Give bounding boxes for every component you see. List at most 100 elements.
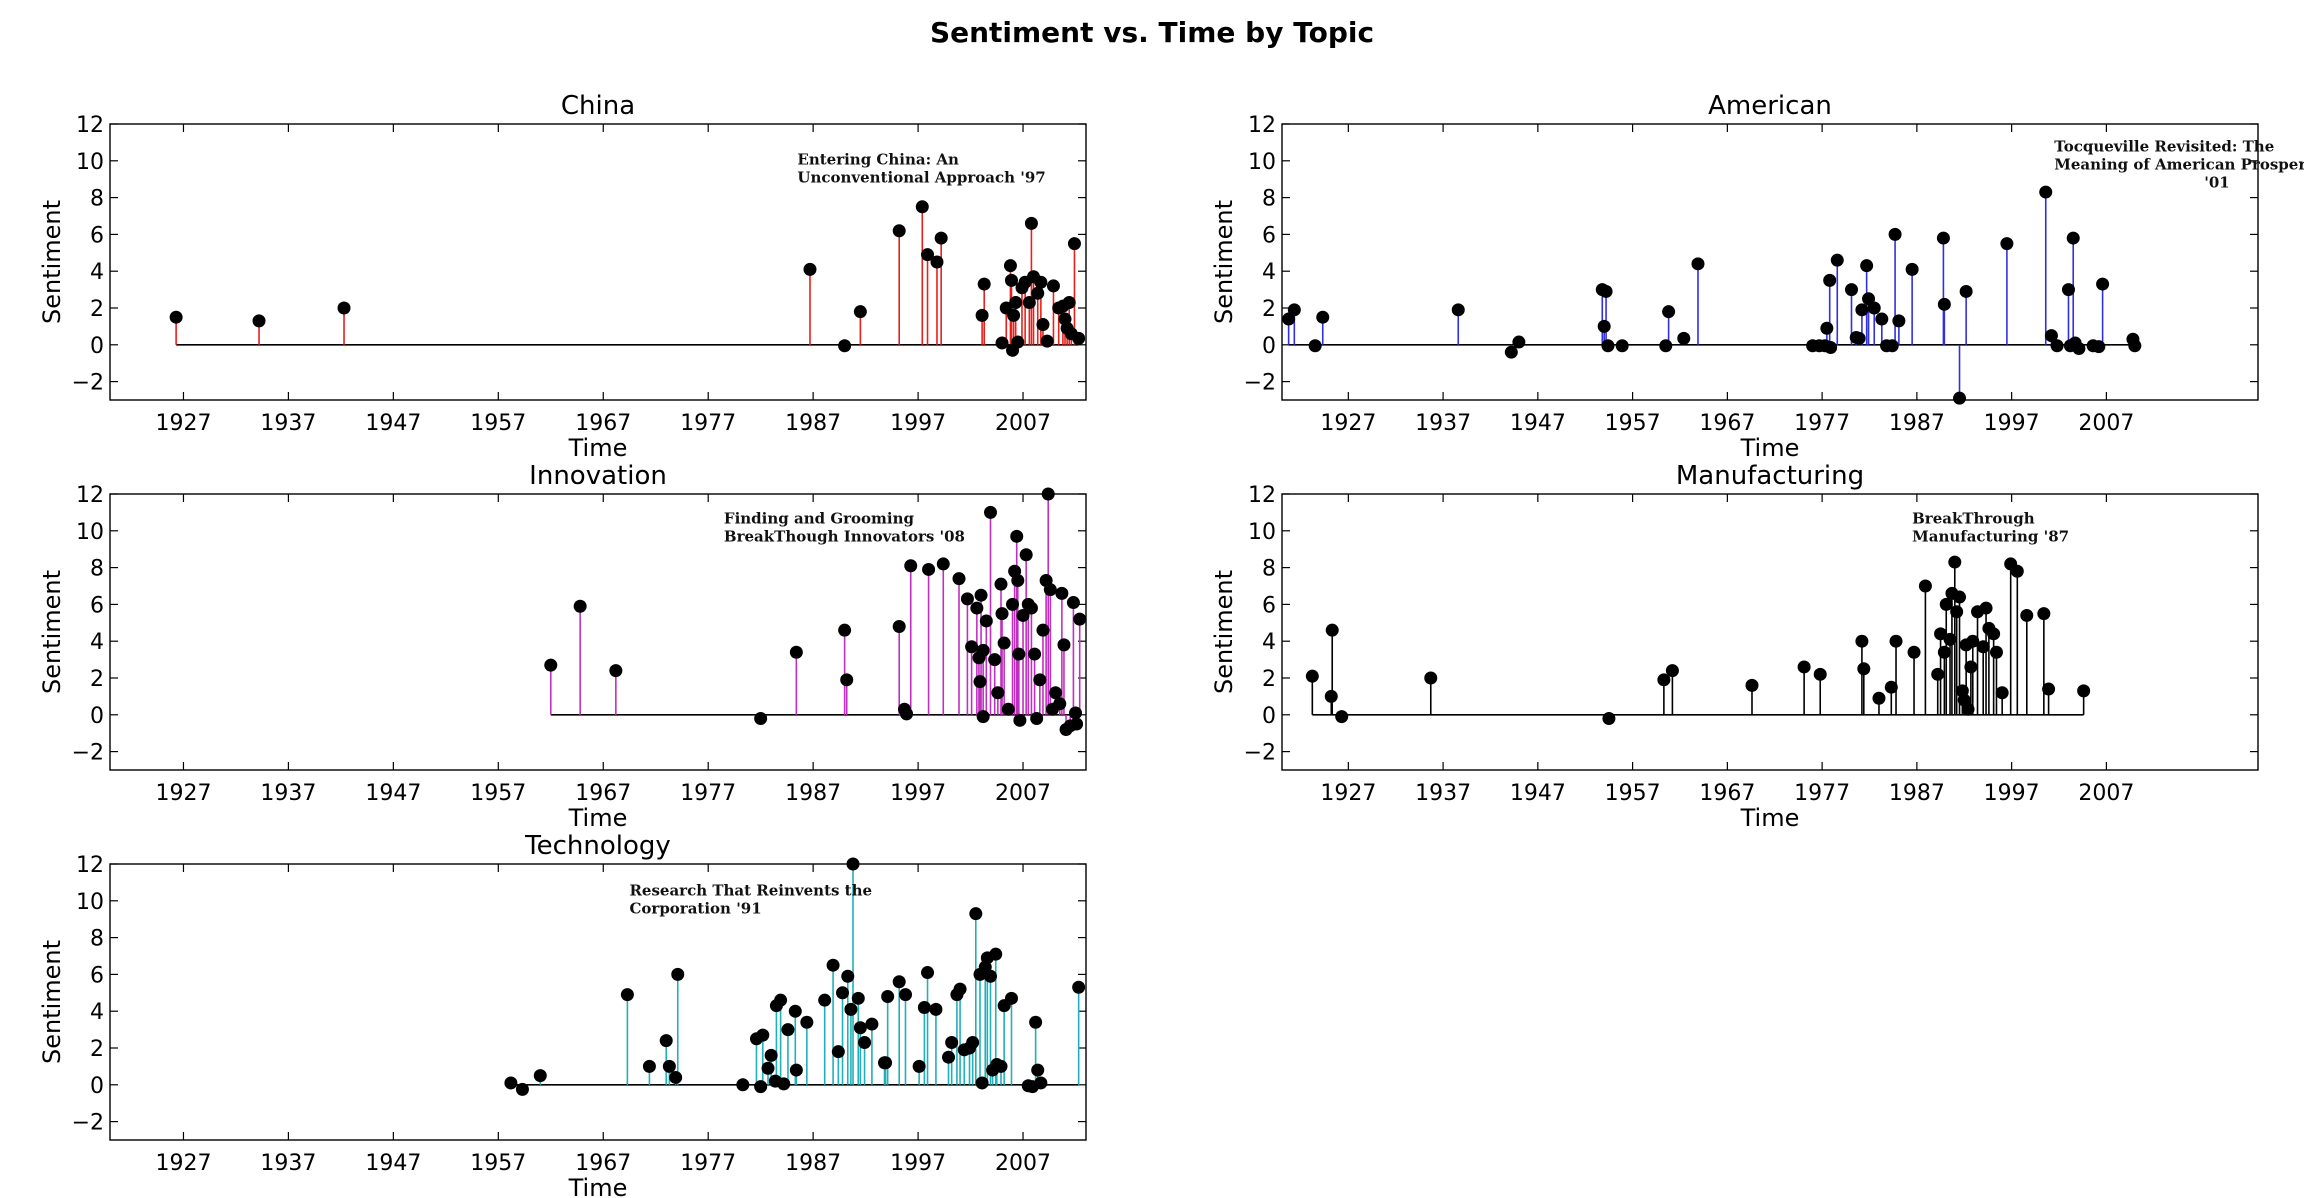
innovation-xtick-label: 1977 (680, 781, 736, 806)
china-xtick-label: 1967 (575, 411, 631, 436)
technology-ytick-label: −2 (72, 1111, 104, 1136)
technology-xtick-label: 1967 (575, 1151, 631, 1176)
american-data-point (1905, 262, 1919, 276)
technology-data-point (620, 988, 634, 1002)
american-data-point (1316, 310, 1330, 324)
china-data-point (930, 255, 944, 269)
innovation-ytick-label: 8 (90, 557, 104, 582)
technology-data-point (912, 1059, 926, 1073)
manufacturing-ytick-label: 4 (1262, 630, 1276, 655)
china-xtick-label: 1927 (155, 411, 211, 436)
technology-data-point (846, 857, 860, 871)
american-data-point (1287, 303, 1301, 317)
american-data-point (2092, 340, 2106, 354)
china-data-point (1036, 318, 1050, 332)
manufacturing-ytick-label: 12 (1248, 483, 1276, 508)
china-ytick-label: 10 (76, 150, 104, 175)
china-data-point (977, 277, 991, 291)
china-data-point (803, 262, 817, 276)
american-xtick-label: 1927 (1320, 411, 1376, 436)
manufacturing-data-point (1966, 634, 1980, 648)
innovation-xtick-label: 2007 (995, 781, 1051, 806)
technology-data-point (642, 1059, 656, 1073)
technology-data-point (1034, 1076, 1048, 1090)
manufacturing-xtick-label: 1927 (1320, 781, 1376, 806)
american-data-point (1504, 345, 1518, 359)
innovation-axes-frame (109, 493, 1087, 771)
innovation-ytick-label: 0 (90, 704, 104, 729)
innovation-annotation: Finding and Grooming BreakThough Innovato… (724, 509, 965, 545)
technology-data-point (983, 969, 997, 983)
technology-data-point (881, 989, 895, 1003)
manufacturing-xlabel: Time (1740, 804, 1800, 832)
innovation-data-point (1019, 548, 1033, 562)
china-ytick-label: 8 (90, 187, 104, 212)
technology-data-point (921, 966, 935, 980)
manufacturing-data-point (1976, 640, 1990, 654)
american-data-point (1875, 312, 1889, 326)
innovation-xtick-label: 1987 (785, 781, 841, 806)
manufacturing-ytick-label: −2 (1244, 741, 1276, 766)
technology-data-point (764, 1048, 778, 1062)
innovation-data-point (1070, 717, 1084, 731)
innovation-xtick-label: 1957 (470, 781, 526, 806)
china-data-point (1007, 308, 1021, 322)
china-xtick-label: 1997 (890, 411, 946, 436)
innovation-data-point (1028, 647, 1042, 661)
manufacturing-ylabel: Sentiment (1210, 570, 1238, 694)
innovation-data-point (904, 559, 918, 573)
technology-xtick-label: 1977 (680, 1151, 736, 1176)
american-title: American (1708, 91, 1832, 121)
innovation-data-point (840, 673, 854, 687)
technology-ytick-label: 4 (90, 1000, 104, 1025)
innovation-ytick-label: 2 (90, 667, 104, 692)
manufacturing-data-point (1325, 623, 1339, 637)
innovation-ytick-label: 12 (76, 483, 104, 508)
technology-ylabel: Sentiment (38, 940, 66, 1064)
manufacturing-data-point (1950, 605, 1964, 619)
technology-data-point (781, 1023, 795, 1037)
american-ytick-label: 0 (1262, 334, 1276, 359)
manufacturing-ytick-label: 10 (1248, 520, 1276, 545)
american-data-point (1860, 259, 1874, 273)
china-data-point (337, 301, 351, 315)
american-data-point (1852, 331, 1866, 345)
american-xtick-label: 1987 (1889, 411, 1945, 436)
technology-data-point (659, 1034, 673, 1048)
technology-data-point (1029, 1015, 1043, 1029)
american-xtick-label: 1957 (1605, 411, 1661, 436)
technology-data-point (761, 1061, 775, 1075)
china-ytick-label: 0 (90, 334, 104, 359)
american-data-point (1599, 284, 1613, 298)
technology-data-point (671, 967, 685, 981)
technology-data-point (841, 969, 855, 983)
innovation-data-point (1043, 583, 1057, 597)
american-data-point (2000, 237, 2014, 251)
innovation-data-point (609, 664, 623, 678)
manufacturing-data-point (1964, 660, 1978, 674)
technology-xlabel: Time (568, 1174, 628, 1198)
american-ylabel: Sentiment (1210, 200, 1238, 324)
china-data-point (1072, 331, 1086, 345)
china-xlabel: Time (568, 434, 628, 462)
china-data-point (1024, 216, 1038, 230)
american-data-point (1691, 257, 1705, 271)
technology-data-point (853, 1021, 867, 1035)
innovation-data-point (973, 675, 987, 689)
american-data-point (1953, 391, 1967, 405)
manufacturing-data-point (2020, 608, 2034, 622)
american-xtick-label: 1977 (1794, 411, 1850, 436)
american-data-point (1844, 283, 1858, 297)
china-ytick-label: 12 (76, 113, 104, 138)
subplot-china: China −2 0 2 4 6 8 10 12 1927 1937 1947 1957 1967 1977… (38, 91, 1087, 462)
innovation-data-point (1030, 711, 1044, 725)
technology-data-point (898, 988, 912, 1002)
technology-data-point (831, 1045, 845, 1059)
manufacturing-data-point (1745, 678, 1759, 692)
technology-data-point (662, 1059, 676, 1073)
american-ytick-label: 10 (1248, 150, 1276, 175)
american-xtick-label: 1947 (1510, 411, 1566, 436)
china-data-point (1003, 259, 1017, 273)
manufacturing-data-point (1948, 555, 1962, 569)
manufacturing-data-point (1657, 673, 1671, 687)
